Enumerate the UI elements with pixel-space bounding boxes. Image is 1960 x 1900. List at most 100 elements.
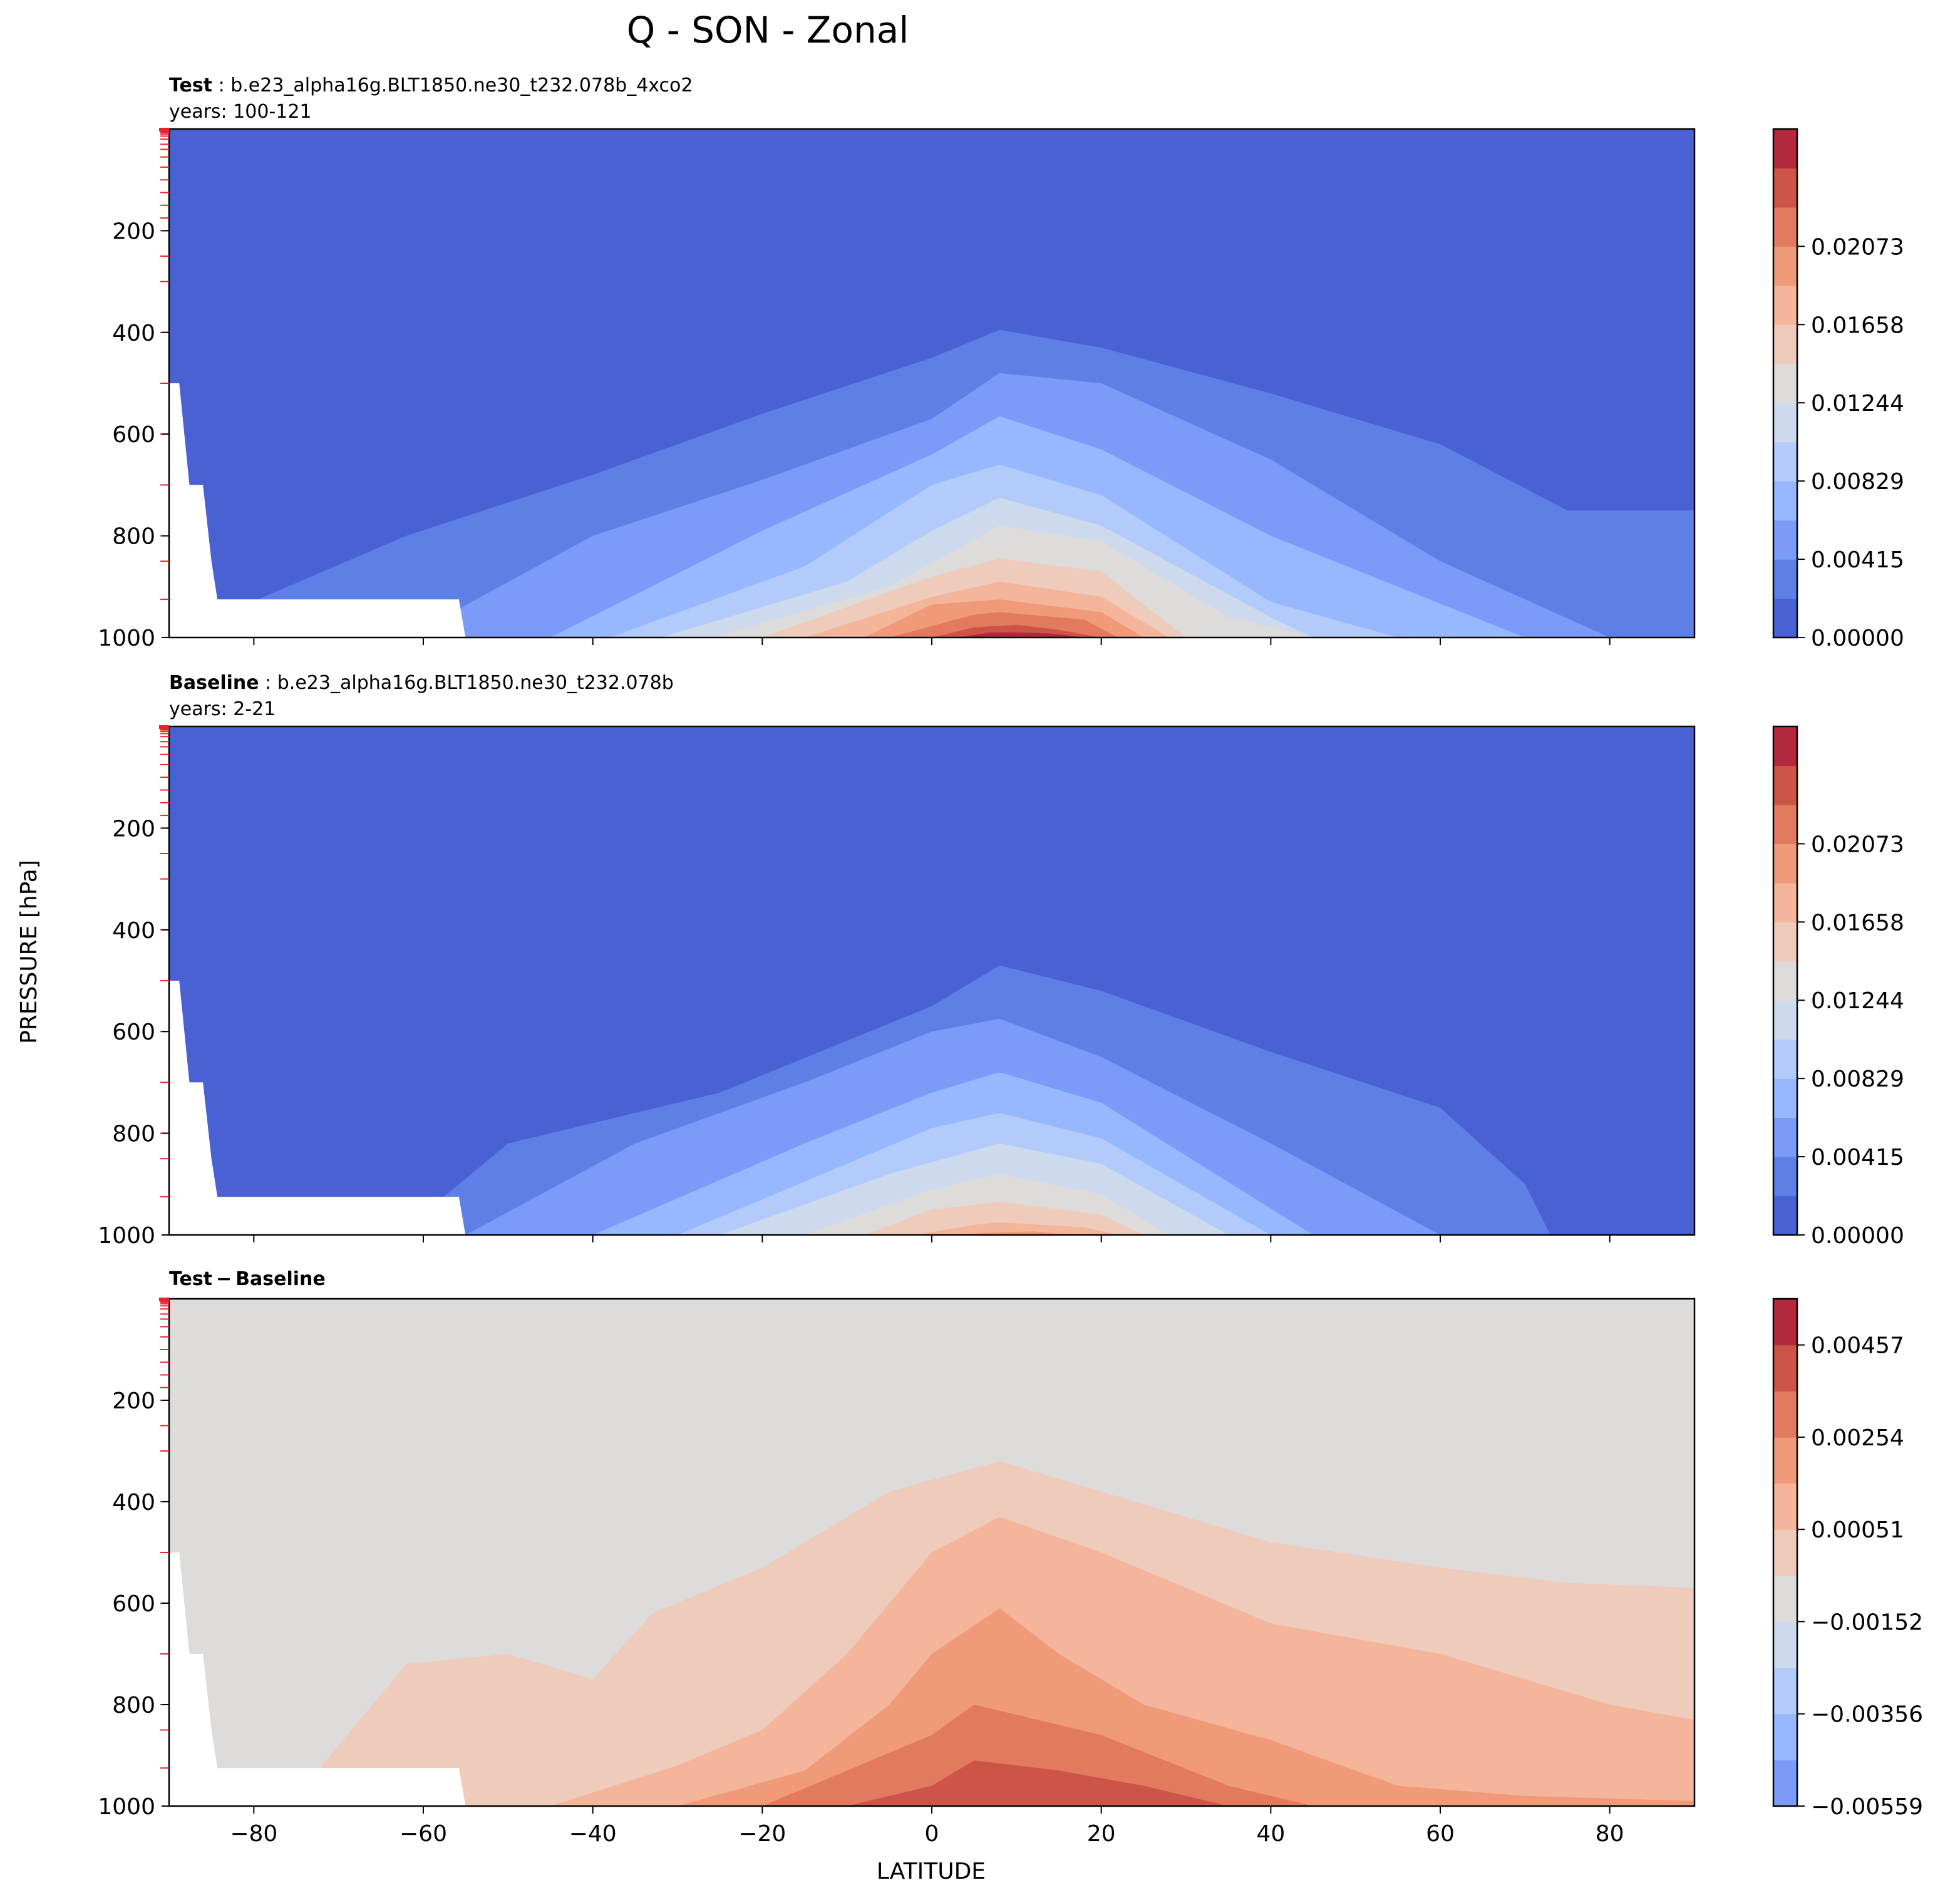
colorbar-tick-label: 0.00000 xyxy=(1811,1223,1904,1249)
colorbar-tick-label: 0.00254 xyxy=(1811,1425,1904,1451)
colorbar-tick-label: 0.02073 xyxy=(1811,832,1904,857)
colorbar-segment xyxy=(1773,168,1797,208)
contour-level-11 xyxy=(847,1760,1229,1806)
colorbar-tick-label: −0.00356 xyxy=(1811,1702,1923,1728)
panel-title: Test : b.e23_alpha16g.BLT1850.ne30_t232.… xyxy=(169,75,693,96)
y-tick-label: 400 xyxy=(112,918,155,944)
panel-title-bold: Baseline xyxy=(169,672,259,694)
colorbar-segment xyxy=(1773,882,1797,922)
colorbar-segment xyxy=(1773,363,1797,403)
y-tick-label: 200 xyxy=(112,1388,155,1414)
colorbar-segment xyxy=(1773,961,1797,1001)
y-axis-label: PRESSURE [hPa] xyxy=(16,860,42,1044)
y-tick-label: 800 xyxy=(112,1122,155,1147)
colorbar-segment xyxy=(1773,1345,1797,1391)
x-tick-label: 60 xyxy=(1426,1821,1455,1847)
colorbar-segment xyxy=(1773,207,1797,247)
model-level-tick xyxy=(159,725,169,729)
y-tick-label: 800 xyxy=(112,1693,155,1718)
colorbar-tick-label: 0.00457 xyxy=(1811,1333,1904,1359)
colorbar-tick-label: 0.00051 xyxy=(1811,1517,1904,1543)
colorbar-tick-label: 0.00829 xyxy=(1811,469,1904,495)
colorbar-segment xyxy=(1773,481,1797,521)
colorbar-segment xyxy=(1773,1437,1797,1484)
colorbar-tick-label: 0.00000 xyxy=(1811,626,1904,651)
colorbar-segment xyxy=(1773,1157,1797,1197)
masked-topography xyxy=(169,1552,466,1806)
colorbar-segment xyxy=(1773,598,1797,638)
colorbar-tick-label: 0.00415 xyxy=(1811,547,1904,573)
colorbar-segment xyxy=(1773,1000,1797,1040)
figure-title: Q - SON - Zonal xyxy=(627,9,909,51)
colorbar-tick-label: 0.01658 xyxy=(1811,910,1904,936)
x-tick-label: −60 xyxy=(400,1821,447,1847)
y-tick-label: 800 xyxy=(112,524,155,550)
contour-level-11 xyxy=(932,624,1101,638)
panel-title-rest: : b.e23_alpha16g.BLT1850.ne30_t232.078b xyxy=(259,672,674,694)
y-tick-label: 600 xyxy=(112,422,155,448)
colorbar-segment xyxy=(1773,1575,1797,1623)
panel-title-rest: : b.e23_alpha16g.BLT1850.ne30_t232.078b_… xyxy=(212,75,693,96)
contour-field xyxy=(169,129,1694,638)
y-tick-label: 200 xyxy=(112,219,155,244)
x-tick-label: 0 xyxy=(925,1821,939,1847)
contour-level-8 xyxy=(550,1517,1694,1806)
contour-level-8 xyxy=(914,1222,1118,1235)
panel-title: Test − Baseline xyxy=(169,1268,326,1290)
panel-baseline: Baseline : b.e23_alpha16g.BLT1850.ne30_t… xyxy=(98,672,1904,1249)
colorbar-segment xyxy=(1773,1391,1797,1438)
panel-subtitle: years: 2-21 xyxy=(169,698,276,720)
colorbar-segment xyxy=(1773,246,1797,286)
colorbar-segment xyxy=(1773,520,1797,560)
panel-subtitle: years: 100-121 xyxy=(169,101,312,123)
colorbar-tick-label: 0.00829 xyxy=(1811,1066,1904,1092)
colorbar-segment xyxy=(1773,765,1797,805)
colorbar-segment xyxy=(1773,324,1797,364)
colorbar-frame xyxy=(1772,128,1798,639)
x-tick-label: −80 xyxy=(230,1821,277,1847)
masked-topography xyxy=(169,383,466,638)
colorbar-segment xyxy=(1773,1713,1797,1760)
colorbar-segment xyxy=(1773,403,1797,443)
colorbar-segment xyxy=(1773,922,1797,962)
panel-test: Test : b.e23_alpha16g.BLT1850.ne30_t232.… xyxy=(98,75,1904,651)
colorbar-tick-label: 0.00415 xyxy=(1811,1145,1904,1170)
colorbar-segment xyxy=(1773,726,1797,767)
colorbar-tick-label: 0.02073 xyxy=(1811,234,1904,260)
colorbar-frame xyxy=(1772,1298,1798,1807)
colorbar-segment xyxy=(1773,1117,1797,1157)
colorbar-segment xyxy=(1773,441,1797,482)
x-tick-label: 80 xyxy=(1596,1821,1624,1847)
colorbar-segment xyxy=(1773,1621,1797,1668)
colorbar-tick-label: 0.01658 xyxy=(1811,312,1904,338)
y-tick-label: 600 xyxy=(112,1020,155,1045)
x-tick-label: −20 xyxy=(738,1821,786,1847)
colorbar-segment xyxy=(1773,1195,1797,1236)
colorbar-tick-label: 0.01244 xyxy=(1811,391,1904,416)
x-tick-label: 20 xyxy=(1087,1821,1116,1847)
colorbar-segment xyxy=(1773,1483,1797,1530)
colorbar-segment xyxy=(1773,1668,1797,1715)
colorbar-segment xyxy=(1773,1760,1797,1807)
colorbar-segment xyxy=(1773,1529,1797,1576)
colorbar-segment xyxy=(1773,804,1797,844)
colorbar-frame xyxy=(1772,725,1798,1236)
model-level-tick xyxy=(159,128,169,132)
y-tick-label: 400 xyxy=(112,1490,155,1515)
panel-title-bold: Test xyxy=(169,75,212,96)
colorbar-segment xyxy=(1773,129,1797,169)
panel-title-bold: Test − Baseline xyxy=(169,1268,326,1290)
y-tick-label: 1000 xyxy=(98,1223,155,1249)
colorbar-tick-label: 0.01244 xyxy=(1811,988,1904,1014)
colorbar-segment xyxy=(1773,844,1797,884)
y-tick-label: 600 xyxy=(112,1591,155,1617)
masked-topography xyxy=(169,981,466,1235)
x-tick-label: −40 xyxy=(569,1821,617,1847)
colorbar-segment xyxy=(1773,1078,1797,1118)
colorbar-segment xyxy=(1773,559,1797,599)
colorbar-tick-label: −0.00559 xyxy=(1811,1794,1923,1820)
contour-level-10 xyxy=(762,1705,1313,1806)
colorbar-segment xyxy=(1773,1299,1797,1346)
